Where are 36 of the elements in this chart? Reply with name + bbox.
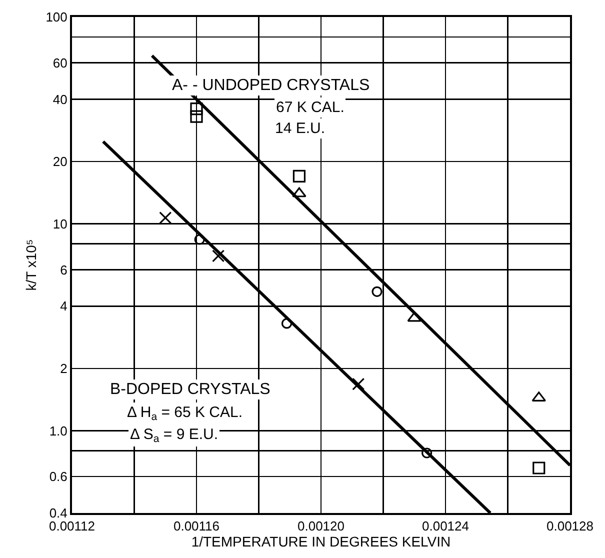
y-axis-title: k/T x10⁵ bbox=[22, 239, 39, 291]
x-tick-label: 0.00128 bbox=[546, 518, 594, 534]
y-tick-label: 10 bbox=[52, 216, 68, 232]
annotation: Δ H$_{a}$ = 65 K CAL. bbox=[127, 404, 243, 424]
y-tick-label: 40 bbox=[52, 92, 68, 107]
y-tick-label: 1.0 bbox=[49, 423, 68, 438]
y-tick-label: 2 bbox=[60, 360, 68, 376]
x-tick-label: 0.00116 bbox=[173, 518, 220, 534]
x-tick-label: 0.00120 bbox=[298, 518, 344, 534]
annotation: Δ S$_{a}$ = 9 E.U. bbox=[130, 426, 218, 446]
point bbox=[159, 211, 172, 224]
point bbox=[292, 187, 306, 198]
point bbox=[532, 462, 546, 474]
point bbox=[352, 378, 365, 390]
y-tick-label: 6 bbox=[60, 262, 68, 278]
y-tick-label: 0.6 bbox=[49, 469, 68, 484]
y-tick-label: 0.4 bbox=[49, 506, 68, 521]
y-tick-label: 20 bbox=[52, 154, 68, 170]
point bbox=[281, 318, 292, 329]
x-axis-title: 1/TEMPERATURE IN DEGREES KELVIN bbox=[191, 534, 451, 550]
y-tick-label: 4 bbox=[60, 298, 68, 314]
annotation: 67 K CAL. bbox=[276, 99, 344, 116]
point bbox=[422, 448, 432, 458]
x-tick-label: 0.00124 bbox=[422, 518, 469, 534]
point bbox=[190, 102, 203, 116]
annotation: A- - UNDOPED CRYSTALS bbox=[172, 77, 370, 94]
y-tick-label: 60 bbox=[52, 55, 68, 70]
annotation: 14 E.U. bbox=[275, 120, 326, 137]
annotation: B-DOPED CRYSTALS bbox=[110, 381, 270, 398]
point bbox=[407, 312, 422, 322]
point bbox=[190, 110, 203, 123]
x-tick-label: 0.00112 bbox=[48, 518, 96, 534]
point bbox=[372, 286, 382, 297]
point bbox=[212, 250, 225, 262]
y-tick-label: 100 bbox=[46, 10, 68, 25]
point bbox=[292, 170, 306, 182]
